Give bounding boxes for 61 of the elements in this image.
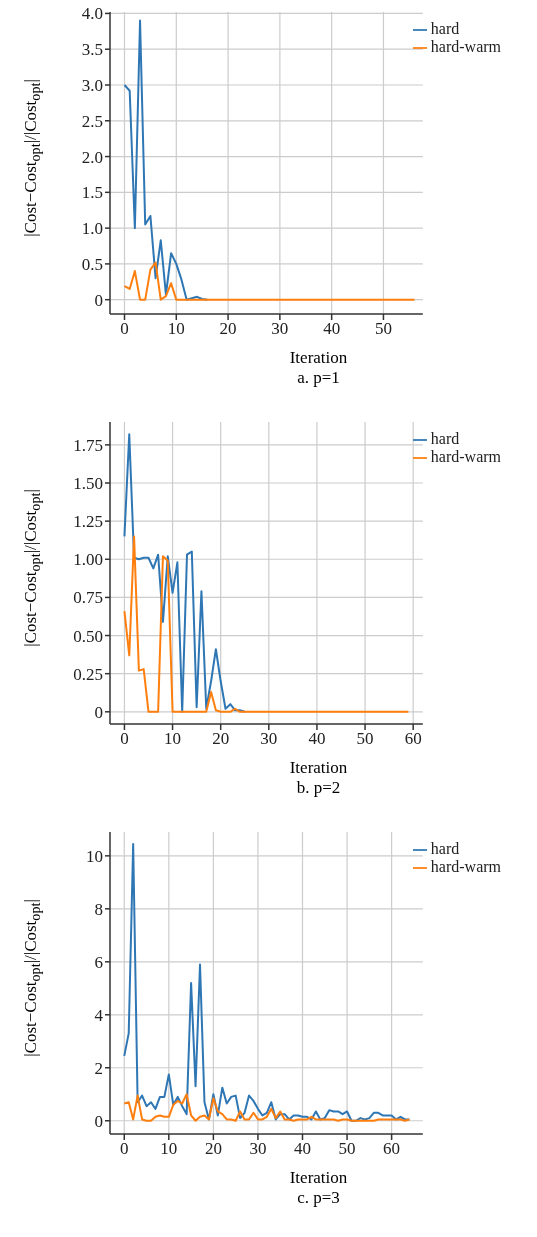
line-series <box>123 535 410 713</box>
x-tick-label: 0 <box>120 319 129 339</box>
y-tick-label: 0.50 <box>73 626 103 646</box>
x-tick-label: 60 <box>383 1139 401 1159</box>
text: a. p=1 <box>296 368 341 388</box>
x-tick-label: 50 <box>374 319 392 339</box>
text: c. p=3 <box>296 1188 341 1208</box>
y-tick-label: 3.0 <box>81 76 103 96</box>
y-tick-label: 0.25 <box>73 664 103 684</box>
x-tick-label: 30 <box>249 1139 267 1159</box>
line-series <box>123 19 209 301</box>
x-tick-label: 50 <box>356 729 374 749</box>
legend-label: hard <box>430 840 460 857</box>
line-series <box>123 433 246 713</box>
y-tick-label: 0 <box>94 1111 103 1131</box>
x-tick-label: 40 <box>323 319 341 339</box>
y-tick-label: 0 <box>94 702 103 722</box>
x-tick-label: 40 <box>308 729 326 749</box>
y-tick-label: 4.0 <box>81 4 103 24</box>
x-tick-label: 20 <box>219 319 237 339</box>
x-axis-title: Iteration <box>288 758 349 778</box>
y-tick-label: 1.0 <box>81 219 103 239</box>
x-axis-title: Iteration <box>288 348 349 368</box>
line-series <box>123 261 416 301</box>
y-tick-label: 1.25 <box>73 512 103 532</box>
x-tick-label: 20 <box>204 1139 222 1159</box>
x-tick-label: 40 <box>294 1139 311 1159</box>
y-tick-label: 0.5 <box>81 254 103 274</box>
x-axis-title: Iteration <box>288 1168 349 1188</box>
x-tick-label: 0 <box>120 1139 129 1159</box>
x-tick-label: 10 <box>164 729 182 749</box>
y-tick-label: 1.00 <box>73 550 103 570</box>
y-tick-label: 2 <box>94 1058 103 1078</box>
legend-label: hard-warm <box>430 858 501 875</box>
legend-label: hard-warm <box>430 38 501 55</box>
legend-label: hard <box>430 430 460 447</box>
line-series <box>123 1093 411 1122</box>
x-tick-label: 50 <box>338 1139 356 1159</box>
line-series <box>123 842 411 1122</box>
y-tick-label: 3.5 <box>81 40 103 60</box>
x-tick-label: 10 <box>167 319 185 339</box>
y-tick-label: 6 <box>94 952 103 972</box>
x-tick-label: 20 <box>212 729 230 749</box>
x-tick-label: 30 <box>260 729 278 749</box>
y-tick-label: 0 <box>94 290 103 310</box>
y-tick-label: 1.5 <box>81 183 103 203</box>
legend-label: hard <box>430 20 460 37</box>
x-tick-label: 10 <box>160 1139 178 1159</box>
x-tick-label: 60 <box>404 729 422 749</box>
y-tick-label: 0.75 <box>73 588 103 608</box>
y-tick-label: 1.50 <box>73 474 103 494</box>
y-tick-label: 1.75 <box>73 435 103 455</box>
legend-label: hard-warm <box>430 448 501 465</box>
y-tick-label: 2.0 <box>81 147 103 167</box>
x-tick-label: 0 <box>120 729 129 749</box>
x-tick-label: 30 <box>271 319 289 339</box>
y-tick-label: 10 <box>86 846 103 866</box>
y-tick-label: 4 <box>94 1005 104 1025</box>
y-tick-label: 8 <box>94 899 103 919</box>
y-tick-label: 2.5 <box>81 111 103 131</box>
text: b. p=2 <box>295 778 342 798</box>
